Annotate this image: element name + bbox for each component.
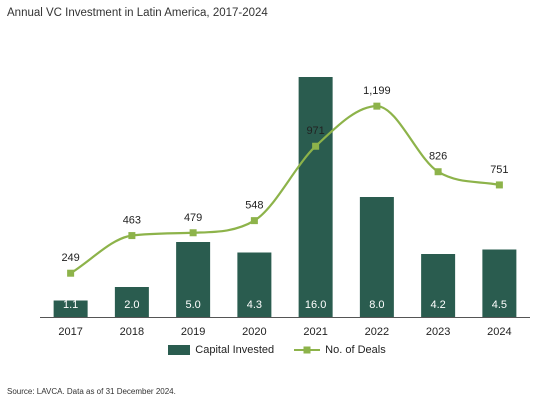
deals-value-label-2021: 971 <box>306 125 324 137</box>
deals-marker-2019 <box>189 229 197 237</box>
x-tick-label-2020: 2020 <box>242 326 266 338</box>
legend-label-capital: Capital Invested <box>195 344 275 356</box>
deals-line <box>70 105 500 275</box>
x-tick-label-2018: 2018 <box>120 326 144 338</box>
deals-marker-2024 <box>495 181 503 189</box>
source-note: Source: LAVCA. Data as of 31 December 20… <box>7 387 176 396</box>
legend-bar-swatch <box>168 345 191 355</box>
legend-label-deals: No. of Deals <box>325 344 386 356</box>
bar-value-label-2023: 4.2 <box>430 299 445 311</box>
x-tick-label-2022: 2022 <box>365 326 389 338</box>
legend-line-swatch <box>294 346 321 354</box>
bar-value-label-2019: 5.0 <box>185 299 200 311</box>
bar-value-label-2018: 2.0 <box>124 299 139 311</box>
deals-value-label-2018: 463 <box>123 215 141 227</box>
deals-marker-2021 <box>312 142 320 150</box>
deals-value-label-2024: 751 <box>490 164 508 176</box>
chart-title: Annual VC Investment in Latin America, 2… <box>7 7 268 19</box>
bar-value-label-2020: 4.3 <box>247 299 262 311</box>
legend-item-deals: No. of Deals <box>294 344 386 356</box>
deals-value-label-2017: 249 <box>61 252 79 264</box>
bar-2024 <box>482 249 517 317</box>
deals-marker-2020 <box>250 217 258 225</box>
bar-value-label-2024: 4.5 <box>492 299 507 311</box>
bar-value-label-2021: 16.0 <box>305 299 326 311</box>
deals-marker-2017 <box>67 269 75 277</box>
chart-legend: Capital Invested No. of Deals <box>0 344 554 356</box>
x-tick-label-2024: 2024 <box>487 326 511 338</box>
deals-marker-2022 <box>373 102 381 110</box>
x-tick-label-2017: 2017 <box>58 326 82 338</box>
deals-value-label-2020: 548 <box>245 200 263 212</box>
bar-2022 <box>359 197 394 317</box>
bar-2023 <box>421 254 456 317</box>
x-tick-label-2023: 2023 <box>426 326 450 338</box>
deals-value-label-2023: 826 <box>429 151 447 163</box>
x-tick-label-2019: 2019 <box>181 326 205 338</box>
x-tick-label-2021: 2021 <box>303 326 327 338</box>
bar-value-label-2017: 1.1 <box>63 299 78 311</box>
deals-value-label-2019: 479 <box>184 212 202 224</box>
bar-2021 <box>298 77 333 317</box>
deals-marker-2018 <box>128 232 136 240</box>
deals-value-label-2022: 1,199 <box>363 85 391 97</box>
bar-value-label-2022: 8.0 <box>369 299 384 311</box>
bar-2018 <box>114 287 149 317</box>
legend-item-capital: Capital Invested <box>168 344 274 356</box>
bar-2019 <box>176 242 211 317</box>
deals-marker-2023 <box>434 168 442 176</box>
bar-2020 <box>237 252 272 317</box>
bar-2017 <box>53 300 88 317</box>
